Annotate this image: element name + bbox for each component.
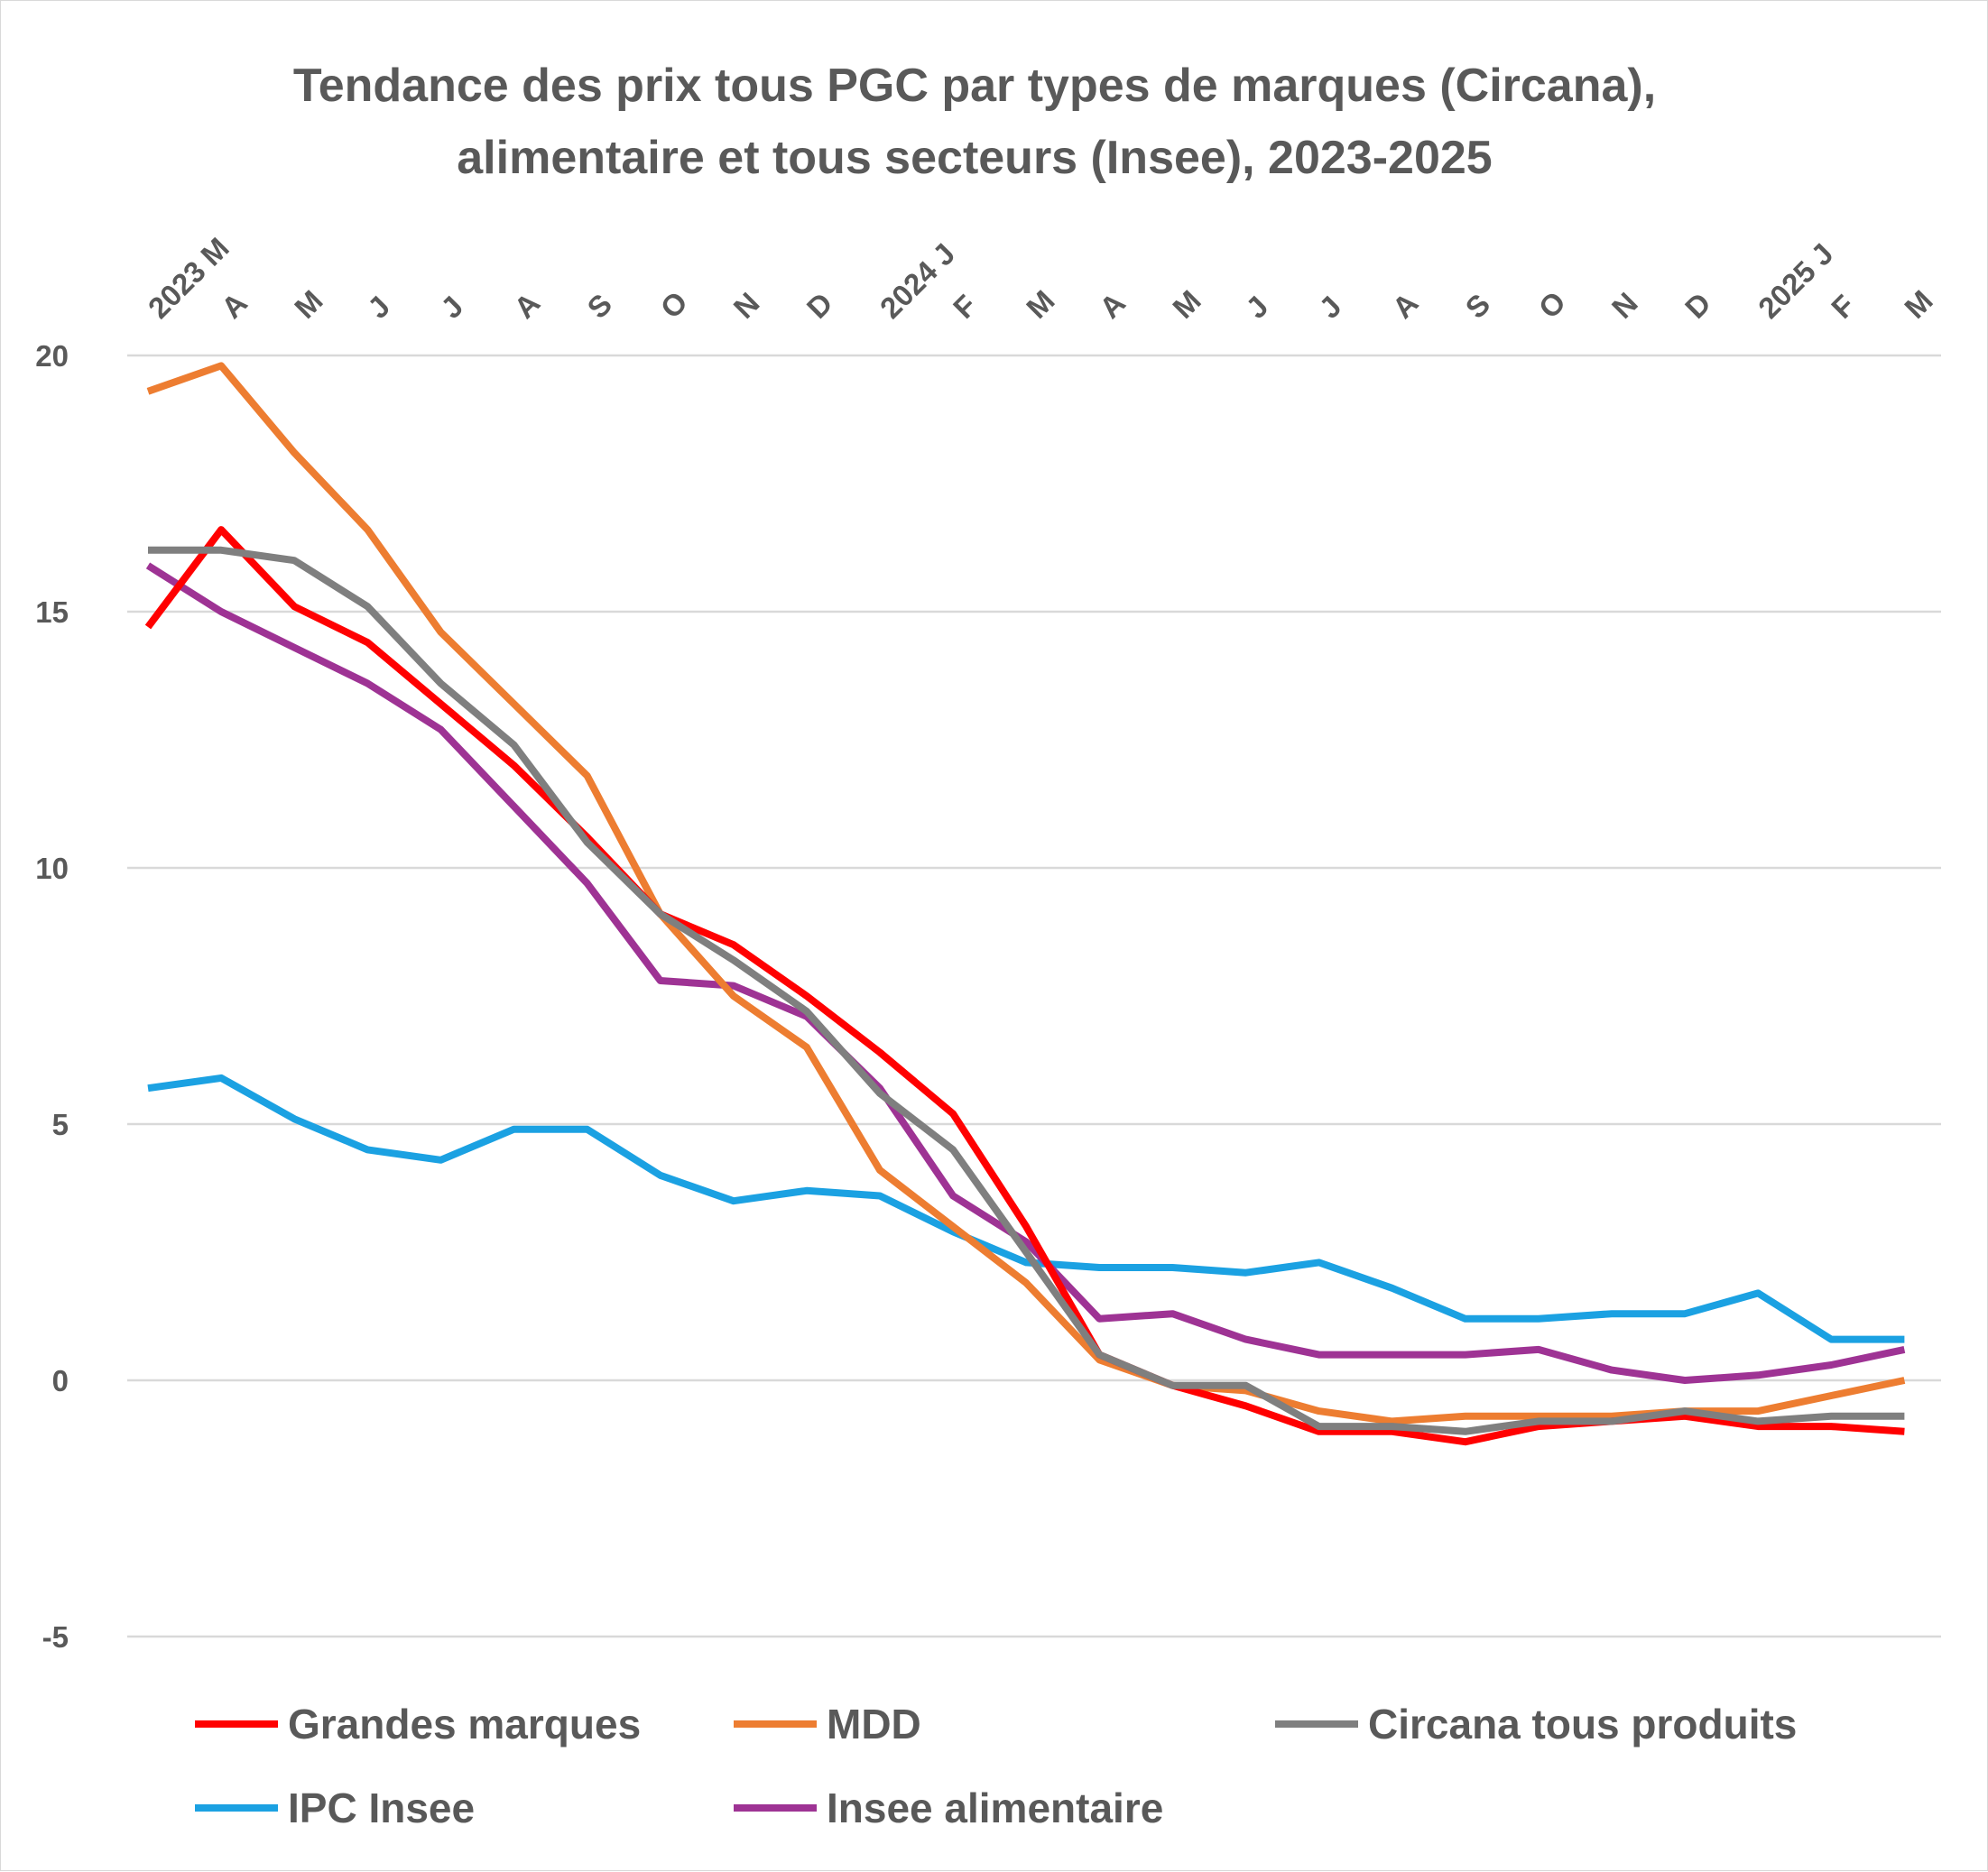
- legend-label: Circana tous produits: [1368, 1701, 1797, 1748]
- x-tick-label: J: [434, 290, 469, 325]
- chart-title: Tendance des prix tous PGC par types de …: [293, 60, 1656, 184]
- x-tick-label: J: [1239, 290, 1274, 325]
- legend-label: Insee alimentaire: [827, 1784, 1163, 1831]
- legend-item-ipc-insee: IPC Insee: [195, 1784, 475, 1831]
- x-tick-label: O: [1532, 285, 1572, 325]
- y-tick-label: 20: [35, 339, 69, 373]
- x-tick-label: 2023 M: [142, 231, 236, 325]
- x-tick-label: 2024 J: [874, 236, 962, 325]
- legend-label: Grandes marques: [288, 1701, 641, 1748]
- y-tick-label: -5: [42, 1620, 69, 1654]
- series-line-mdd: [146, 362, 1906, 1425]
- legend-item-circana-tous-produits: Circana tous produits: [1275, 1701, 1797, 1748]
- x-tick-label: J: [1312, 290, 1347, 325]
- y-tick-label: 0: [52, 1364, 69, 1397]
- y-tick-label: 5: [52, 1108, 69, 1141]
- x-tick-label: D: [800, 286, 839, 325]
- x-axis-tick-labels: 2023 MA M J J A S O N D 2024 JF M A M J J A S O N D 2025 JF M: [142, 231, 1939, 325]
- y-tick-label: 15: [35, 595, 69, 629]
- x-tick-label: A: [215, 286, 254, 325]
- legend-item-grandes-marques: Grandes marques: [195, 1701, 641, 1748]
- x-tick-label: F: [947, 289, 983, 325]
- x-tick-label: O: [653, 285, 693, 325]
- gridlines: [127, 354, 1941, 1638]
- legend-item-insee-alimentaire: Insee alimentaire: [734, 1784, 1163, 1831]
- x-tick-label: M: [1898, 283, 1939, 325]
- series-line-insee-alimentaire: [145, 562, 1906, 1384]
- x-tick-label: M: [288, 283, 329, 325]
- legend-label: IPC Insee: [288, 1784, 475, 1831]
- x-tick-label: N: [1605, 286, 1644, 325]
- y-tick-label: 10: [35, 852, 69, 885]
- legend-label: MDD: [827, 1701, 921, 1748]
- x-tick-label: M: [1166, 283, 1207, 325]
- legend-item-mdd: MDD: [734, 1701, 921, 1748]
- x-tick-label: S: [580, 287, 618, 325]
- x-tick-label: F: [1825, 289, 1861, 325]
- series-line-circana-tous-produits: [148, 546, 1905, 1435]
- chart-title-line-2: alimentaire et tous secteurs (Insee), 20…: [457, 132, 1492, 184]
- legend: Grandes marques MDD Circana tous produits I…: [195, 1701, 1797, 1831]
- x-tick-label: A: [507, 286, 546, 325]
- chart-title-line-1: Tendance des prix tous PGC par types de …: [293, 60, 1656, 112]
- x-tick-label: M: [1020, 283, 1061, 325]
- series-line-grandes-marques: [144, 526, 1905, 1446]
- x-tick-label: N: [727, 286, 766, 325]
- x-tick-label: S: [1459, 287, 1497, 325]
- x-tick-label: J: [361, 290, 396, 325]
- x-tick-label: A: [1093, 286, 1132, 325]
- x-tick-label: A: [1385, 286, 1424, 325]
- x-tick-label: 2025 J: [1752, 236, 1840, 325]
- series-line-ipc-insee: [147, 1074, 1905, 1343]
- y-axis-tick-labels: -5 0 5 10 15 20: [35, 339, 69, 1654]
- series-lines: [144, 362, 1906, 1446]
- x-tick-label: D: [1678, 286, 1717, 325]
